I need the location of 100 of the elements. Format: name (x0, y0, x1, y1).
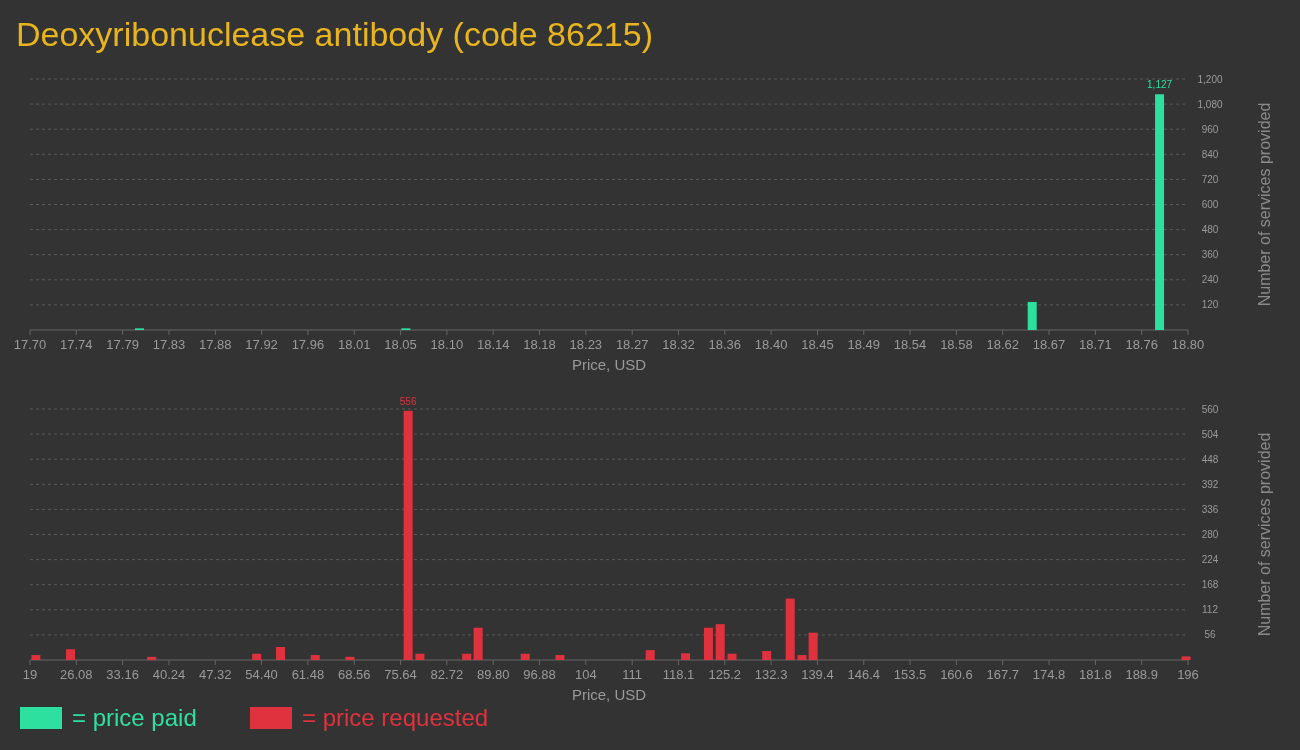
x-tick-label: 18.45 (801, 337, 834, 352)
x-tick-label: 118.1 (662, 667, 695, 682)
y-tick-label: 360 (1201, 249, 1219, 261)
y-tick-label: 336 (1201, 503, 1219, 515)
bar (681, 653, 691, 660)
x-tick-label: 17.92 (245, 337, 278, 352)
x-tick-label: 17.70 (13, 337, 47, 352)
x-tick-label: 18.10 (430, 337, 464, 352)
data-label: 1,127 (1147, 79, 1173, 91)
bar (66, 649, 76, 660)
x-tick-label: 125.2 (708, 667, 742, 682)
x-tick-label: 40.24 (152, 667, 186, 682)
x-tick-label: 18.58 (940, 337, 973, 352)
x-tick-label: 18.49 (847, 337, 881, 352)
x-tick-label: 18.23 (569, 337, 603, 352)
x-tick-label: 18.54 (893, 337, 927, 352)
x-tick-label: 26.08 (60, 667, 93, 682)
x-tick-label: 18.18 (523, 337, 556, 352)
x-tick-label: 75.64 (384, 667, 417, 682)
bar (555, 655, 565, 660)
x-tick-label: 18.27 (615, 337, 649, 352)
x-tick-label: 196 (1177, 667, 1199, 682)
y-tick-label: 448 (1201, 453, 1219, 465)
x-tick-label: 61.48 (291, 667, 325, 682)
bar (415, 653, 425, 660)
x-tick-label: 96.88 (523, 667, 556, 682)
x-tick-label: 18.01 (337, 337, 371, 352)
bar (403, 410, 413, 660)
y-tick-label: 392 (1201, 478, 1219, 490)
bar (715, 624, 725, 660)
x-tick-label: 18.76 (1125, 337, 1158, 352)
bar (473, 627, 483, 660)
x-tick-label: 132.3 (754, 667, 788, 682)
bar (520, 653, 530, 660)
y-tick-label: 1,080 (1197, 98, 1223, 110)
y-tick-label: 480 (1201, 224, 1219, 236)
x-tick-label: 17.96 (291, 337, 325, 352)
x-tick-label: 18.36 (708, 337, 742, 352)
x-tick-label: 18.71 (1079, 337, 1112, 352)
y-tick-label: 720 (1201, 173, 1219, 185)
y-tick-label: 240 (1201, 274, 1219, 286)
y-axis-title: Number of services provided (1256, 102, 1273, 307)
bar (31, 655, 41, 660)
x-tick-label: 18.32 (662, 337, 695, 352)
x-axis-title: Price, USD (571, 686, 647, 703)
bar (645, 650, 655, 660)
x-tick-label: 47.32 (199, 667, 232, 682)
x-tick-label: 17.83 (152, 337, 186, 352)
x-tick-label: 18.62 (986, 337, 1019, 352)
y-tick-label: 504 (1201, 428, 1219, 440)
y-tick-label: 120 (1201, 299, 1219, 311)
bar (310, 655, 320, 660)
x-tick-label: 18.80 (1171, 337, 1205, 352)
bar (345, 656, 355, 660)
bar (276, 647, 286, 660)
bar (1027, 301, 1037, 330)
y-tick-label: 600 (1201, 199, 1219, 210)
x-tick-label: 18.40 (754, 337, 788, 352)
chart-title: Deoxyribonuclease antibody (code 86215) (16, 15, 653, 53)
x-tick-label: 19 (22, 667, 38, 682)
legend-label: = price paid (72, 704, 197, 731)
bar (462, 653, 472, 660)
bar (1155, 94, 1165, 330)
x-tick-label: 17.74 (60, 337, 93, 352)
x-tick-label: 54.40 (245, 667, 278, 682)
x-tick-label: 146.4 (847, 667, 881, 682)
y-tick-label: 560 (1201, 403, 1219, 415)
bar (147, 656, 157, 660)
bar (797, 655, 807, 660)
bar (808, 632, 818, 660)
x-tick-label: 111 (622, 667, 643, 682)
y-tick-label: 56 (1204, 629, 1216, 641)
x-tick-label: 17.79 (106, 337, 139, 352)
x-tick-label: 68.56 (337, 667, 371, 682)
y-tick-label: 112 (1202, 604, 1219, 616)
x-tick-label: 174.8 (1032, 667, 1066, 682)
y-tick-label: 960 (1201, 123, 1219, 135)
bar (1181, 656, 1191, 660)
x-tick-label: 18.67 (1032, 337, 1066, 352)
x-axis-title: Price, USD (571, 356, 647, 373)
bar (703, 627, 713, 660)
x-tick-label: 153.5 (893, 667, 927, 682)
legend-label: = price requested (302, 704, 489, 731)
y-tick-label: 840 (1201, 148, 1219, 160)
x-tick-label: 33.16 (106, 667, 139, 682)
bar (252, 653, 262, 660)
bar (785, 598, 795, 660)
x-tick-label: 89.80 (476, 667, 510, 682)
x-tick-label: 181.8 (1079, 667, 1112, 682)
x-tick-label: 188.9 (1125, 667, 1158, 682)
bar (727, 653, 737, 660)
x-tick-label: 167.7 (986, 667, 1019, 682)
y-tick-label: 1,200 (1197, 73, 1223, 85)
y-tick-label: 280 (1201, 529, 1219, 540)
y-axis-title: Number of services provided (1256, 432, 1273, 637)
x-tick-label: 17.88 (199, 337, 232, 352)
data-label: 556 (399, 395, 417, 407)
x-tick-label: 82.72 (430, 667, 464, 682)
x-tick-label: 139.4 (801, 667, 834, 682)
x-tick-label: 18.05 (384, 337, 417, 352)
